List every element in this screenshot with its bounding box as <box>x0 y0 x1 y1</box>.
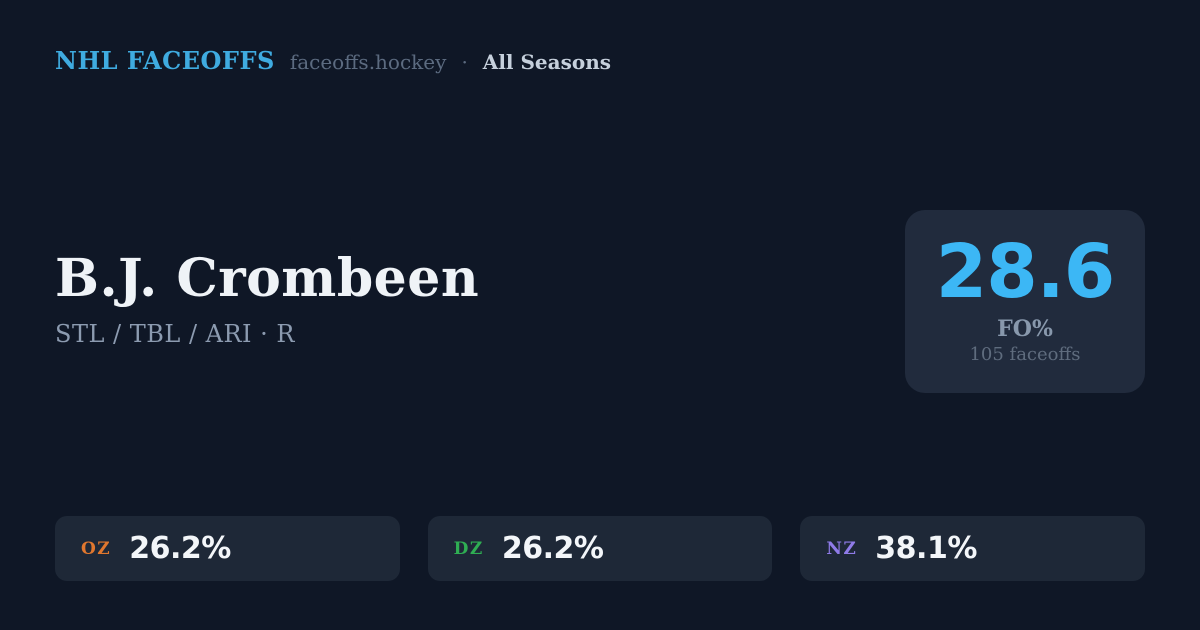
defensive-zone-value: 26.2% <box>501 531 604 566</box>
player-name: B.J. Crombeen <box>55 248 480 309</box>
faceoff-count: 105 faceoffs <box>969 344 1081 365</box>
neutral-zone-label: NZ <box>826 538 858 559</box>
faceoff-percentage-value: 28.6 <box>935 229 1116 315</box>
player-teams: STL / TBL / ARI · R <box>55 320 295 348</box>
header: NHL FACEOFFS faceoffs.hockey · All Seaso… <box>55 46 611 75</box>
offensive-zone-value: 26.2% <box>129 531 231 566</box>
zone-stats-row: OZ 26.2% DZ 26.2% NZ 38.1% <box>55 516 1146 581</box>
brand-title: NHL FACEOFFS <box>55 46 275 75</box>
faceoff-percentage-label: FO% <box>997 316 1053 342</box>
defensive-zone-pill: DZ 26.2% <box>427 516 773 581</box>
dot-separator: · <box>461 50 468 74</box>
offensive-zone-label: OZ <box>81 538 112 559</box>
neutral-zone-value: 38.1% <box>875 531 977 566</box>
site-domain: faceoffs.hockey <box>289 50 447 74</box>
offensive-zone-pill: OZ 26.2% <box>55 516 400 581</box>
faceoff-percentage-card: 28.6 FO% 105 faceoffs <box>905 210 1145 393</box>
defensive-zone-label: DZ <box>453 538 484 559</box>
season-label: All Seasons <box>482 50 611 74</box>
neutral-zone-pill: NZ 38.1% <box>800 516 1146 581</box>
